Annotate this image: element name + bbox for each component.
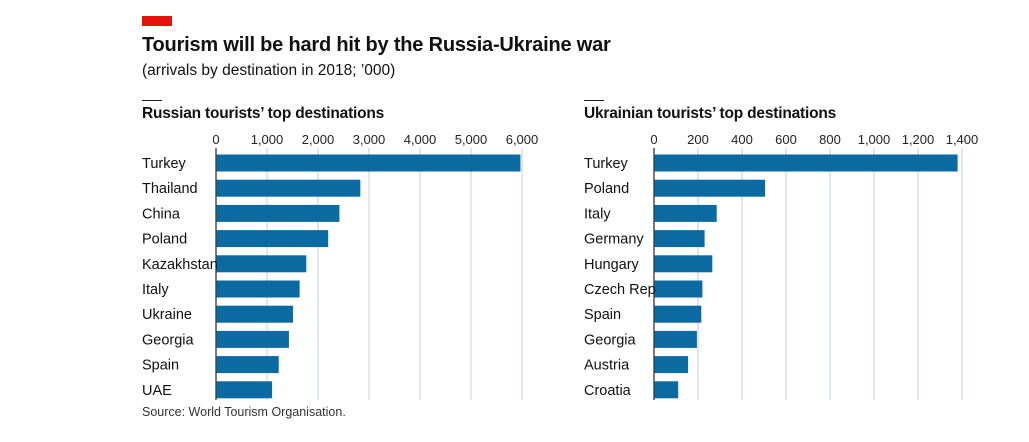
ukraine-category-label: Austria [584,358,630,374]
panel-title-russia: Russian tourists’ top destinations [142,105,385,122]
russia-bar [216,330,289,348]
panel-rule-ukraine [584,100,604,101]
ukraine-tick-label: 1,000 [858,132,891,147]
ukraine-bar [654,330,697,348]
ukraine-category-label: Spain [584,307,621,323]
ukraine-tick-label: 1,400 [946,132,979,147]
ukraine-bar [654,179,766,197]
russia-tick-label: 2,000 [302,132,335,147]
panel-rule-russia [142,100,162,101]
russia-tick-label: 5,000 [455,132,488,147]
russia-bar [216,154,521,172]
ukraine-tick-label: 400 [731,132,753,147]
panel-title-ukraine: Ukrainian tourists’ top destinations [584,105,837,122]
chart-title: Tourism will be hard hit by the Russia-U… [142,34,611,56]
ukraine-bar [654,204,717,222]
russia-bar [216,280,300,298]
russia-tick-label: 1,000 [251,132,284,147]
russia-category-label: Italy [142,282,169,298]
russia-category-label: Thailand [142,181,198,197]
russia-tick-label: 0 [212,132,219,147]
ukraine-category-label: Czech Rep [584,282,656,298]
ukraine-bar [654,230,705,248]
russia-category-label: Georgia [142,332,195,348]
russia-tick-label: 6,000 [506,132,539,147]
russia-bar [216,381,273,399]
russia-category-label: China [142,206,181,222]
russia-tick-label: 3,000 [353,132,386,147]
russia-tick-label: 4,000 [404,132,437,147]
ukraine-bar [654,381,679,399]
brand-red-tag [142,16,172,26]
ukraine-category-label: Turkey [584,156,629,172]
ukraine-bar [654,305,702,323]
chart-subtitle: (arrivals by destination in 2018; ’000) [142,62,396,79]
russia-bar [216,204,340,222]
ukraine-category-label: Georgia [584,332,637,348]
russia-bar [216,255,307,273]
russia-bar [216,305,294,323]
russia-bar [216,230,329,248]
russia-category-label: Turkey [142,156,187,172]
ukraine-category-label: Poland [584,181,629,197]
russia-category-label: Poland [142,232,187,248]
ukraine-tick-label: 1,200 [902,132,935,147]
russia-category-label: UAE [142,383,172,399]
ukraine-bar [654,255,713,273]
ukraine-tick-label: 0 [650,132,657,147]
russia-category-label: Ukraine [142,307,192,323]
ukraine-category-label: Italy [584,206,611,222]
russia-category-label: Kazakhstan [142,257,218,273]
ukraine-bar [654,356,689,374]
ukraine-category-label: Hungary [584,257,640,273]
ukraine-category-label: Croatia [584,383,632,399]
ukraine-tick-label: 800 [819,132,841,147]
ukraine-tick-label: 200 [687,132,709,147]
ukraine-bar [654,280,703,298]
ukraine-bar [654,154,958,172]
russia-bar [216,179,361,197]
russia-category-label: Spain [142,358,179,374]
source-note: Source: World Tourism Organisation. [142,405,346,419]
ukraine-category-label: Germany [584,232,644,248]
russia-bar [216,356,279,374]
ukraine-tick-label: 600 [775,132,797,147]
